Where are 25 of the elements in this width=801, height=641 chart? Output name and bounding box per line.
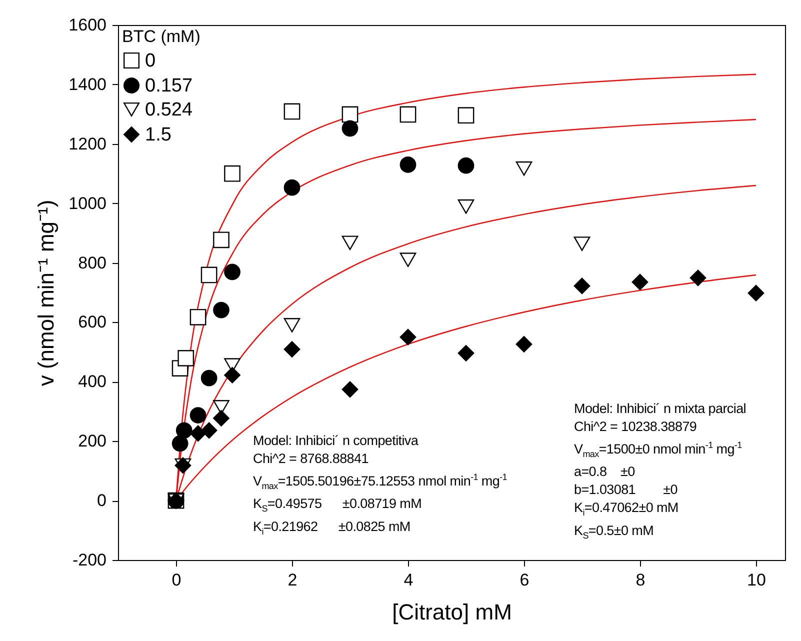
- legend-label: 0.524: [145, 100, 193, 120]
- x-tick-label: 6: [520, 570, 530, 590]
- y-axis-title: v (nmol min⁻¹ mg⁻¹): [34, 200, 59, 386]
- y-tick-label: 1400: [68, 74, 106, 94]
- text: Model: Inhibici´ n competitiva Chi^2 = 8768.88841 V$_{max}$=1505.50196±75.12553 nmol min$^{-1}$ mg$^{-1}$ K$_{S}$=0.49575 ±0.08719 mM K$_{i}$=0.21962 ±0.0825 mM: [253, 433, 507, 537]
- y-tick-label: -200: [72, 550, 106, 570]
- y-tick-label: 1200: [68, 134, 106, 154]
- text: Model: Inhibici´ n mixta parcial Chi^2 = 10238.38879 V$_{max}$=1500±0 nmol min$^{-1}$ mg$^{-1}$ a=0.8 ±0 b=1.03081 ±0 K$_{i}$=0.47062±0 mM K$_{S}$=0.5±0 mM: [574, 401, 746, 541]
- legend-label: 1.5: [145, 124, 172, 146]
- y-tick-label: 800: [78, 253, 106, 272]
- y-tick-label: 400: [78, 372, 106, 392]
- x-axis-title: [Citrato] mM: [392, 600, 512, 624]
- legend-label: 0.157: [145, 76, 193, 96]
- y-tick-label: 0: [97, 491, 106, 510]
- x-tick-label: 2: [288, 570, 298, 590]
- legend-title: BTC (mM): [122, 27, 200, 46]
- y-tick-label: 1600: [68, 16, 106, 34]
- y-tick-label: 600: [78, 312, 106, 332]
- x-tick-label: 0: [172, 570, 182, 590]
- legend-label: 0: [145, 50, 156, 72]
- x-tick-label: 10: [747, 570, 766, 590]
- y-tick-label: 1000: [68, 194, 106, 213]
- x-tick-label: 4: [404, 570, 414, 590]
- y-tick-label: 200: [78, 432, 106, 451]
- x-tick-label: 8: [636, 570, 646, 590]
